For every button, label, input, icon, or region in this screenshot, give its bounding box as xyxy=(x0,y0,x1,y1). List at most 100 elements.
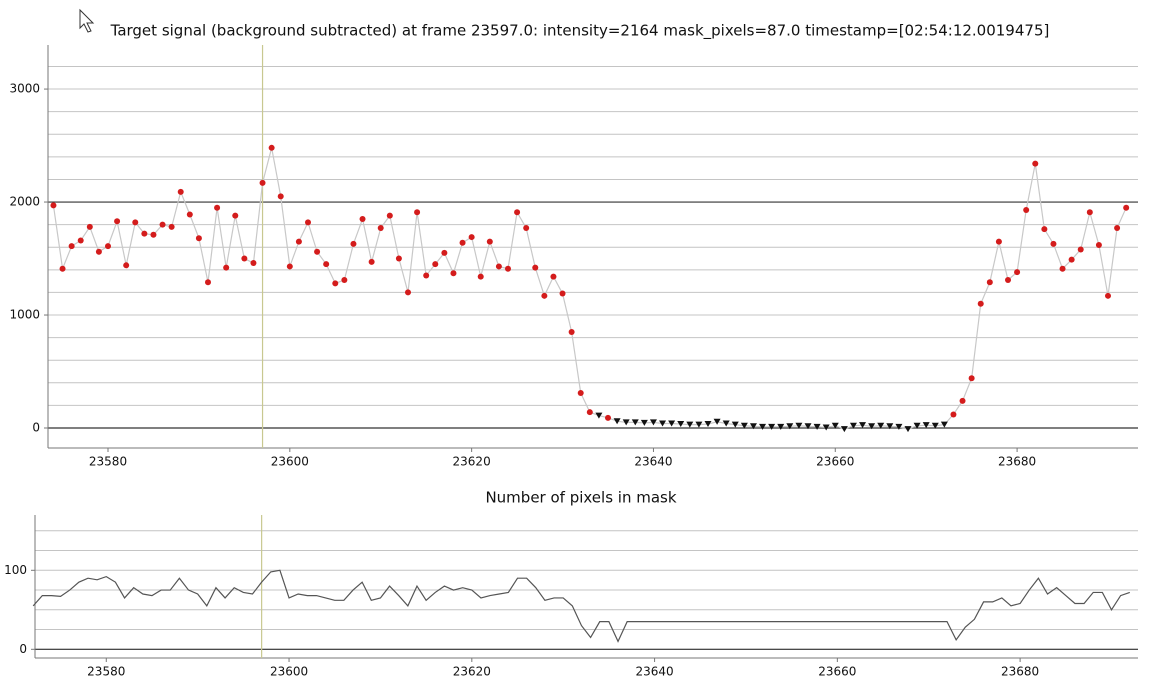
data-point xyxy=(605,414,611,421)
y-tick-label: 2000 xyxy=(9,195,40,209)
data-point xyxy=(468,234,475,241)
data-point xyxy=(649,419,657,426)
data-point xyxy=(1123,204,1130,211)
data-point xyxy=(859,422,867,429)
data-point xyxy=(1095,241,1102,248)
data-point xyxy=(486,238,493,245)
x-tick-label: 23680 xyxy=(1001,665,1039,679)
data-point xyxy=(568,328,575,335)
data-point xyxy=(950,411,957,418)
data-point xyxy=(141,230,148,237)
data-point xyxy=(749,423,757,430)
data-point xyxy=(913,422,921,429)
data-point xyxy=(477,273,484,280)
data-point xyxy=(1086,209,1093,216)
data-point xyxy=(1014,269,1021,276)
data-point xyxy=(868,423,876,430)
data-point xyxy=(241,255,248,262)
data-point xyxy=(505,265,511,272)
x-tick-label: 23680 xyxy=(998,455,1036,469)
data-point xyxy=(613,418,621,425)
data-point xyxy=(314,248,321,255)
data-point xyxy=(123,262,130,269)
data-point xyxy=(977,300,984,307)
data-point xyxy=(305,219,311,226)
data-point xyxy=(132,219,139,226)
data-point xyxy=(514,209,521,216)
data-point xyxy=(704,421,712,428)
data-point xyxy=(1041,226,1048,233)
y-tick-label: 3000 xyxy=(9,82,40,96)
data-point xyxy=(359,215,366,222)
data-point xyxy=(577,389,584,396)
data-point xyxy=(295,238,302,245)
data-point xyxy=(386,212,393,219)
data-point xyxy=(86,223,93,230)
data-point xyxy=(205,279,211,286)
data-point xyxy=(159,221,166,228)
data-point xyxy=(731,421,739,428)
series-line xyxy=(32,569,1130,643)
data-point xyxy=(1068,256,1075,263)
data-point xyxy=(849,422,857,429)
data-point xyxy=(1023,206,1030,213)
data-point xyxy=(223,264,230,271)
data-point xyxy=(1059,265,1066,272)
data-point xyxy=(495,263,502,270)
data-point xyxy=(631,419,639,426)
x-tick-label: 23600 xyxy=(270,665,308,679)
data-point xyxy=(286,263,293,270)
data-point xyxy=(595,412,603,419)
data-point xyxy=(550,273,557,280)
data-point xyxy=(813,423,821,430)
data-point xyxy=(922,422,930,429)
x-tick-label: 23640 xyxy=(634,455,672,469)
data-point xyxy=(1105,292,1111,299)
data-point xyxy=(405,289,411,296)
y-tick-label: 100 xyxy=(4,563,27,577)
data-point xyxy=(441,249,448,256)
data-point xyxy=(541,292,548,299)
chart-title: Target signal (background subtracted) at… xyxy=(110,22,1050,41)
data-point xyxy=(268,144,275,151)
data-point xyxy=(68,243,75,250)
data-point xyxy=(640,419,648,426)
data-point xyxy=(214,204,221,211)
data-point xyxy=(940,421,948,428)
data-point xyxy=(804,423,812,430)
data-point xyxy=(168,223,175,230)
data-point xyxy=(968,375,975,382)
data-point xyxy=(886,423,894,430)
data-point xyxy=(395,255,402,262)
data-point xyxy=(59,265,66,272)
data-point xyxy=(677,421,685,428)
data-point xyxy=(523,225,530,232)
data-point xyxy=(995,238,1002,245)
x-tick-label: 23620 xyxy=(453,665,491,679)
data-point xyxy=(186,211,193,218)
data-point xyxy=(722,420,730,427)
data-point xyxy=(877,422,885,429)
data-point xyxy=(423,272,430,279)
data-point xyxy=(740,422,748,429)
x-tick-label: 23620 xyxy=(453,455,491,469)
data-point xyxy=(532,264,539,271)
data-point xyxy=(50,202,57,209)
data-point xyxy=(831,422,839,429)
data-point xyxy=(1032,160,1039,167)
data-point xyxy=(232,212,239,219)
x-tick-label: 23640 xyxy=(635,665,673,679)
x-tick-label: 23660 xyxy=(818,665,856,679)
data-point xyxy=(986,279,993,286)
data-point xyxy=(659,420,667,427)
data-point xyxy=(840,426,848,433)
data-point xyxy=(668,420,676,427)
data-point xyxy=(368,258,375,265)
data-point xyxy=(150,231,157,238)
data-point xyxy=(377,225,384,232)
data-point xyxy=(195,235,202,242)
y-tick-label: 1000 xyxy=(9,308,40,322)
x-tick-label: 23660 xyxy=(816,455,854,469)
